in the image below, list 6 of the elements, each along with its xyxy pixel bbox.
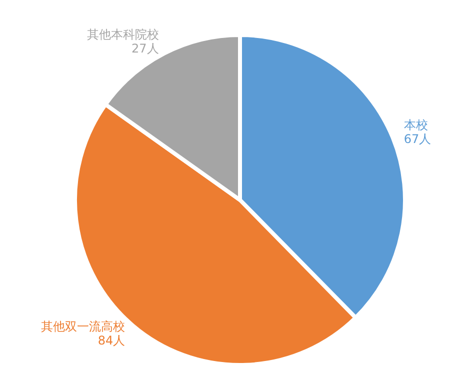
data-label: 84人 xyxy=(98,334,126,348)
data-label: 67人 xyxy=(404,132,432,146)
slice-label: 其他本科院校 xyxy=(86,28,159,42)
data-label: 27人 xyxy=(132,42,159,56)
slice-label: 本校 xyxy=(404,118,428,132)
slice-label: 其他双一流高校 xyxy=(41,320,126,334)
